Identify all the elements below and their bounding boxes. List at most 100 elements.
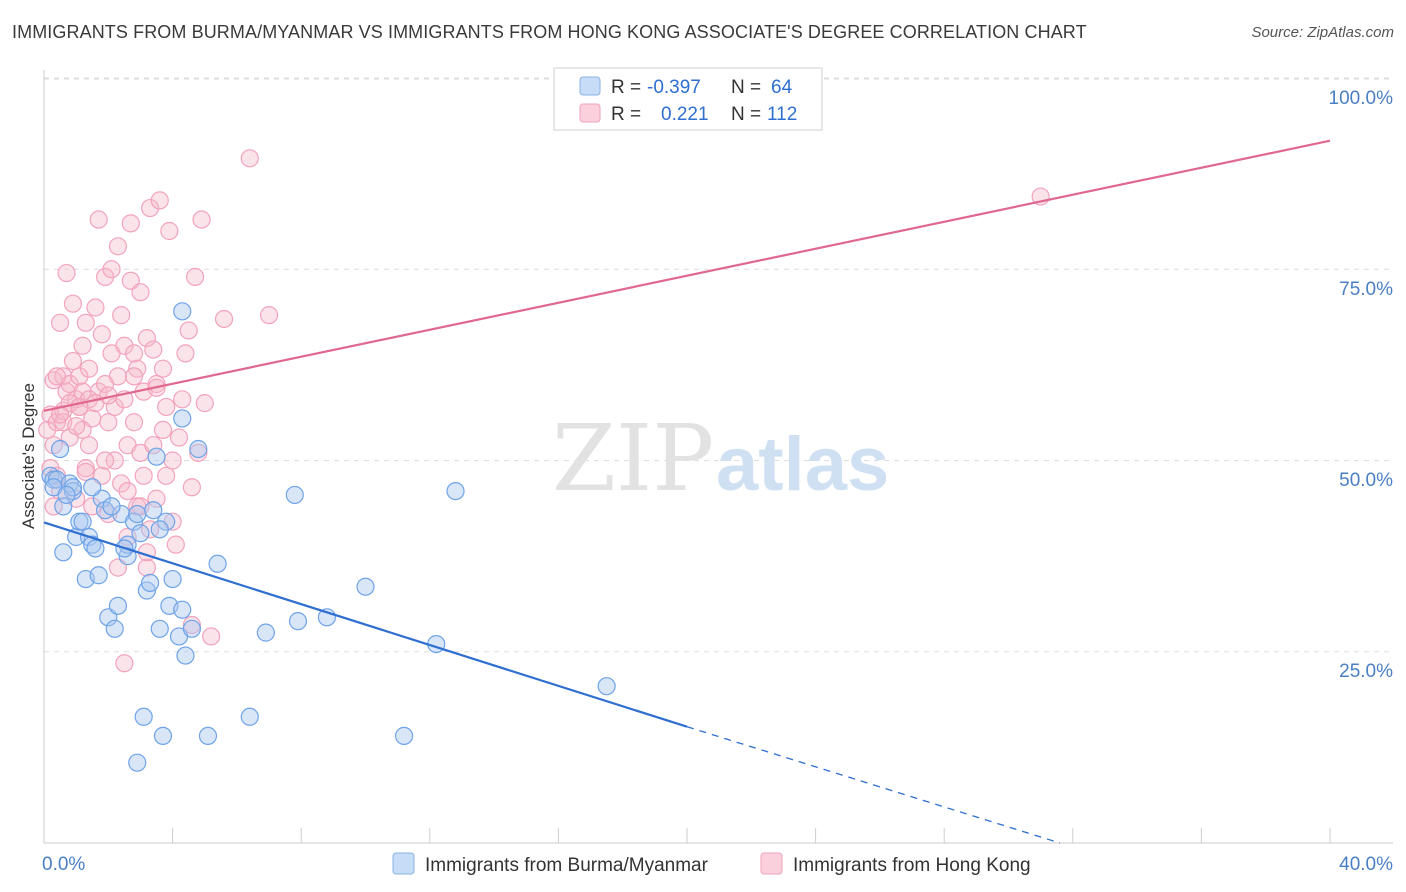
burma-point — [198, 726, 218, 746]
hong-kong-point — [144, 436, 163, 455]
hong-kong-point — [124, 413, 144, 432]
legend-r-label-2: R = — [611, 104, 641, 125]
burma-trend-line — [43, 521, 688, 728]
hong-kong-point — [150, 191, 169, 210]
burma-point — [285, 485, 304, 505]
legend-swatch-hong-kong — [579, 103, 601, 123]
burma-point — [54, 543, 73, 562]
burma-point — [134, 707, 153, 726]
hong-kong-point — [173, 390, 192, 409]
legend-n-value-1: 64 — [771, 77, 793, 98]
hong-kong-point — [169, 428, 189, 447]
hong-kong-point — [186, 267, 205, 286]
hong-kong-point — [76, 462, 95, 482]
hong-kong-point — [189, 443, 208, 462]
hong-kong-point — [38, 420, 57, 439]
burma-point — [50, 439, 70, 459]
y-axis-label: Associate's Degree — [19, 383, 38, 529]
burma-point — [173, 302, 192, 321]
hong-kong-point — [140, 520, 160, 539]
legend-swatch-burma — [579, 76, 601, 96]
hong-kong-point — [57, 263, 76, 283]
burma-point — [163, 569, 182, 589]
hong-kong-point — [182, 615, 201, 635]
burma-point — [597, 677, 616, 696]
hong-kong-point — [89, 210, 108, 229]
hong-kong-point — [163, 451, 182, 470]
burma-point — [144, 501, 163, 520]
hong-kong-point — [134, 466, 153, 485]
legend-r-label-1: R = — [611, 77, 641, 98]
burma-point — [57, 485, 76, 505]
hong-kong-point — [137, 329, 156, 348]
hong-kong-point — [137, 558, 156, 577]
burma-point — [394, 726, 414, 746]
series-legend: Immigrants from Burma/Myanmar Immigrants… — [392, 852, 1031, 876]
hong-kong-point — [105, 451, 124, 470]
burma-point — [189, 439, 208, 459]
hong-kong-point — [240, 149, 259, 168]
burma-point — [140, 573, 160, 593]
burma-point — [176, 646, 195, 665]
y-tick-label-50: 50.0% — [1339, 470, 1393, 491]
hong-kong-point — [95, 451, 115, 470]
legend-n-label-2: N = — [731, 104, 761, 125]
series-burma-points — [41, 302, 616, 772]
hong-kong-point — [86, 298, 105, 317]
watermark-zip: ZIP — [552, 405, 714, 512]
hong-kong-point — [76, 459, 95, 478]
y-tick-label-75: 75.0% — [1339, 279, 1393, 300]
bottom-legend-swatch-burma — [392, 852, 415, 875]
hong-kong-point — [115, 654, 134, 673]
hong-kong-point — [182, 478, 201, 497]
y-tick-label-25: 25.0% — [1339, 661, 1393, 682]
burma-point — [108, 596, 128, 615]
hong-kong-point — [160, 221, 179, 241]
burma-point — [356, 577, 375, 596]
hong-kong-point — [44, 497, 63, 516]
hong-kong-point — [50, 313, 70, 332]
bottom-legend-label-burma: Immigrants from Burma/Myanmar — [425, 855, 709, 876]
chart-title: IMMIGRANTS FROM BURMA/MYANMAR VS IMMIGRA… — [12, 22, 1087, 42]
hong-kong-point — [124, 367, 144, 386]
burma-point — [150, 619, 169, 638]
hong-kong-point — [118, 482, 137, 501]
legend-n-label-1: N = — [731, 77, 761, 98]
burma-point — [256, 623, 275, 642]
burma-point — [89, 566, 108, 585]
hong-kong-point — [157, 397, 176, 417]
hong-kong-point — [63, 294, 83, 313]
correlation-legend: R = -0.397 N = 64 R = 0.221 N = 112 — [553, 67, 823, 131]
hong-kong-point — [144, 340, 163, 359]
burma-point — [446, 482, 465, 501]
hong-kong-point — [131, 283, 150, 302]
burma-point — [240, 707, 259, 726]
hong-kong-point — [79, 359, 99, 378]
watermark-atlas: atlas — [716, 422, 889, 507]
hong-kong-point — [92, 325, 111, 344]
burma-point — [128, 504, 147, 524]
burma-point — [173, 600, 192, 619]
x-tick-label-max: 40.0% — [1339, 854, 1393, 875]
source-label: Source: ZipAtlas.com — [1251, 24, 1394, 41]
y-tick-label-100: 100.0% — [1329, 88, 1394, 109]
hong-kong-point — [70, 367, 89, 386]
burma-point — [208, 554, 227, 573]
hong-kong-point — [63, 351, 83, 371]
hong-kong-point — [124, 344, 144, 363]
burma-point — [83, 478, 102, 497]
hong-kong-point — [157, 466, 176, 485]
hong-kong-point — [108, 237, 128, 256]
burma-point — [153, 726, 173, 746]
hong-kong-point — [76, 313, 95, 332]
legend-r-value-2: 0.221 — [661, 104, 709, 125]
trend-lines — [43, 139, 1331, 844]
hong-kong-point — [259, 306, 279, 325]
hong-kong-point — [179, 321, 198, 340]
hong-kong-point — [108, 367, 128, 386]
x-tick-label-min: 0.0% — [42, 854, 85, 875]
hong-kong-point — [121, 214, 140, 233]
hong-kong-point — [153, 420, 173, 439]
burma-point — [86, 539, 105, 558]
